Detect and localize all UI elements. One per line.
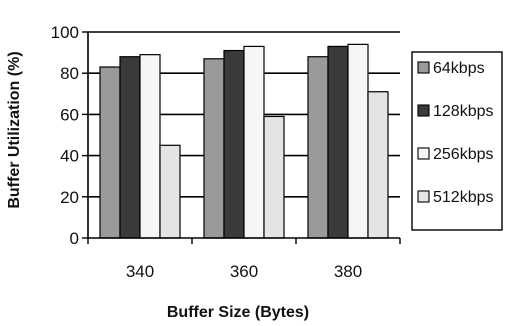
legend-swatch bbox=[417, 104, 430, 117]
y-tick-label: 60 bbox=[60, 105, 79, 124]
bar-256kbps-380 bbox=[347, 43, 369, 239]
bar-512kbps-380 bbox=[367, 91, 389, 239]
legend-swatch bbox=[417, 190, 430, 203]
bar-64kbps-380 bbox=[307, 56, 329, 239]
axes bbox=[87, 32, 401, 244]
y-tick-label: 0 bbox=[70, 229, 79, 248]
legend-label: 64kbps bbox=[433, 60, 485, 77]
y-axis-title: Buffer Utilization (%) bbox=[6, 51, 23, 208]
x-tick-label: 360 bbox=[230, 262, 258, 281]
bar-256kbps-360 bbox=[243, 45, 265, 239]
bar-128kbps-360 bbox=[223, 49, 245, 239]
legend-swatch bbox=[417, 61, 430, 74]
y-tick-labels: 0 20 40 60 80 100 bbox=[51, 23, 79, 248]
y-tick-label: 80 bbox=[60, 64, 79, 83]
bar-128kbps-380 bbox=[327, 45, 349, 239]
bar-512kbps-340 bbox=[159, 144, 181, 239]
y-tick-label: 20 bbox=[60, 188, 79, 207]
bar-128kbps-340 bbox=[119, 56, 141, 239]
bar-512kbps-360 bbox=[263, 115, 285, 239]
bar-64kbps-360 bbox=[203, 58, 225, 239]
legend: 64kbps 128kbps 256kbps 512kbps bbox=[411, 51, 503, 231]
legend-label: 256kbps bbox=[433, 146, 494, 163]
x-axis-title: Buffer Size (Bytes) bbox=[167, 304, 309, 321]
x-tick-label: 380 bbox=[334, 262, 362, 281]
y-tick-label: 100 bbox=[51, 23, 79, 42]
legend-swatch bbox=[417, 147, 430, 160]
legend-label: 512kbps bbox=[433, 189, 494, 206]
x-tick-labels: 340 360 380 bbox=[126, 262, 362, 281]
bars bbox=[99, 43, 389, 239]
bar-256kbps-340 bbox=[139, 54, 161, 239]
legend-label: 128kbps bbox=[433, 103, 494, 120]
y-tick-label: 40 bbox=[60, 147, 79, 166]
bar-64kbps-340 bbox=[99, 66, 121, 239]
x-tick-label: 340 bbox=[126, 262, 154, 281]
